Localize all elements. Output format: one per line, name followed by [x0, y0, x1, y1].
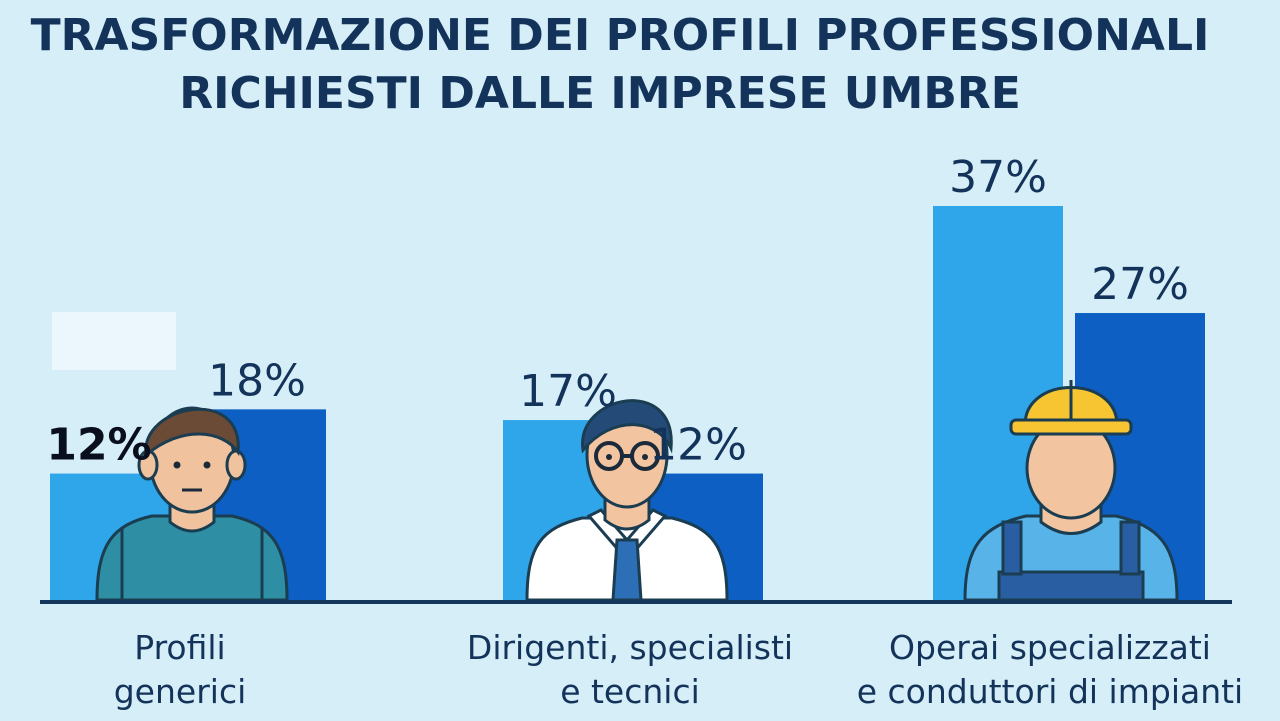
value-label: 37% [949, 152, 1047, 203]
value-label: 18% [208, 355, 306, 406]
category-label-line: Dirigenti, specialisti [466, 628, 794, 667]
category-label-profili-generici: Profili generici [80, 626, 280, 714]
category-label-dirigenti: Dirigenti, specialisti e tecnici [430, 626, 830, 714]
category-label-line: e tecnici [560, 672, 700, 711]
man-icon [95, 406, 289, 602]
category-label-line: Operai specializzati [889, 628, 1211, 667]
value-label: 12% [649, 420, 747, 471]
category-label-line: e conduttori di impianti [856, 672, 1244, 711]
category-label-line: generici [113, 672, 247, 711]
chart-title-line-2: RICHIESTI DALLE IMPRESE UMBRE [179, 68, 1021, 119]
category-label-operai: Operai specializzati e conduttori di imp… [840, 626, 1260, 714]
value-label: 12% [46, 420, 151, 471]
category-label-line: Profili [134, 628, 226, 667]
chart-title-line-1: TRASFORMAZIONE DEI PROFILI PROFESSIONALI [30, 10, 1210, 61]
value-label: 27% [1091, 259, 1189, 310]
businessman-icon [525, 399, 729, 602]
construction-worker-icon [963, 380, 1179, 602]
value-label: 17% [519, 366, 617, 417]
value-labels-group: 12% 18% 17% 12% 37% 27% [46, 152, 1189, 471]
figures-group [95, 380, 1179, 602]
value-label-backdrop [52, 312, 176, 370]
